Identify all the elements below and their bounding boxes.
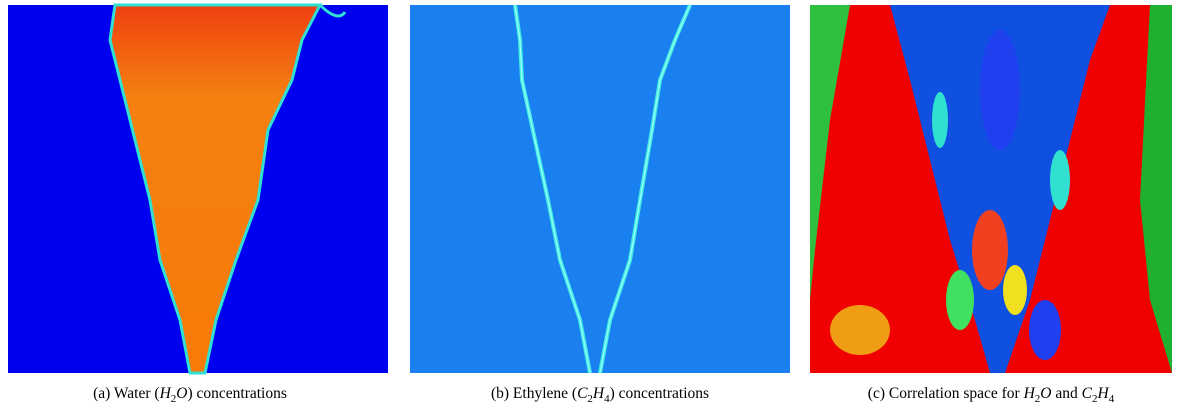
caption-text: H bbox=[1096, 385, 1109, 402]
caption-text: H bbox=[592, 385, 605, 402]
caption-label: (a) bbox=[93, 385, 110, 402]
panel-a-image bbox=[8, 5, 388, 373]
caption-label: (c) bbox=[868, 385, 885, 402]
caption-text: O bbox=[1040, 385, 1051, 402]
caption-text: ) concentrations bbox=[610, 385, 709, 402]
caption-text: H bbox=[159, 385, 172, 402]
caption-b: (b) Ethylene (C2H4) concentrations bbox=[491, 385, 709, 405]
caption-text: Correlation space for bbox=[889, 385, 1024, 402]
caption-text: C bbox=[1082, 385, 1093, 402]
caption-text: and bbox=[1052, 385, 1082, 402]
caption-text: ) concentrations bbox=[187, 385, 286, 402]
caption-text: C bbox=[577, 385, 588, 402]
panel-c-image bbox=[810, 5, 1172, 373]
caption-label: (b) bbox=[491, 385, 509, 402]
figure: (a) Water (H2O) concentrations (b) Ethyl… bbox=[0, 0, 1178, 409]
caption-text: Ethylene ( bbox=[513, 385, 577, 402]
caption-c: (c) Correlation space for H2O and C2H4 bbox=[868, 385, 1115, 405]
panel-b-image bbox=[410, 5, 790, 373]
caption-subscript: 4 bbox=[1109, 393, 1115, 405]
caption-text: Water ( bbox=[114, 385, 160, 402]
caption-a: (a) Water (H2O) concentrations bbox=[93, 385, 287, 405]
caption-text: H bbox=[1023, 385, 1036, 402]
caption-text: O bbox=[176, 385, 187, 402]
